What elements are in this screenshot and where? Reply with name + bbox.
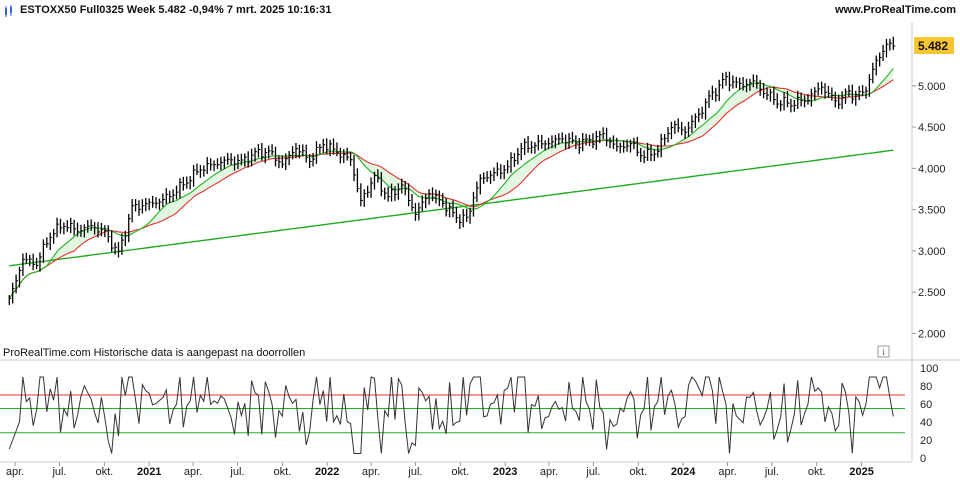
last-price-label: 5.482 — [918, 39, 948, 53]
time-tick-label: 2022 — [315, 466, 339, 478]
time-tick-label: okt. — [95, 466, 113, 478]
rsi-tick-label: 40 — [920, 417, 932, 429]
time-tick-label: 2024 — [671, 466, 696, 478]
info-icon[interactable]: i — [877, 345, 890, 358]
ma-green-line — [8, 68, 894, 299]
time-tick-label: 2025 — [849, 466, 873, 478]
price-tick-label: 3.000 — [918, 246, 946, 258]
time-tick-label: apr. — [362, 466, 380, 478]
rsi-line — [8, 376, 894, 454]
ma-red-line — [8, 79, 894, 299]
time-tick-label: apr. — [540, 466, 558, 478]
rsi-tick-label: 100 — [920, 363, 938, 375]
time-tick-label: jul. — [764, 466, 779, 478]
time-tick-label: okt. — [273, 466, 291, 478]
time-tick-label: jul. — [585, 466, 600, 478]
rsi-tick-label: 20 — [920, 435, 932, 447]
time-tick-label: jul. — [407, 466, 422, 478]
site-link[interactable]: www.ProRealTime.com — [834, 4, 956, 16]
time-tick-label: 2023 — [493, 466, 517, 478]
svg-text:i: i — [882, 347, 885, 357]
price-panel — [8, 36, 896, 306]
time-axis: apr. jul. okt. 2021 apr. jul. okt. 2022 apr. jul.… — [6, 462, 874, 478]
ma-band-fill — [9, 68, 894, 299]
time-tick-label: 2021 — [137, 466, 161, 478]
rsi-tick-label: 60 — [920, 399, 932, 411]
price-tick-label: 2.000 — [918, 328, 946, 340]
price-tick-label: 4.500 — [918, 122, 946, 134]
price-tick-label: 4.000 — [918, 163, 946, 175]
rsi-panel — [0, 376, 905, 454]
rsi-tick-label: 0 — [920, 453, 926, 465]
time-tick-label: jul. — [229, 466, 244, 478]
time-tick-label: okt. — [808, 466, 826, 478]
last-price-tag: 5.482 — [914, 36, 954, 54]
ma-long-line — [9, 149, 894, 267]
chart-header: ESTOXX50 Full0325 Week 5.482 -0,94% 7 mr… — [0, 0, 960, 22]
candlestick-logo-icon — [5, 5, 12, 17]
price-tick-label: 5.000 — [918, 81, 946, 93]
time-tick-label: apr. — [718, 466, 736, 478]
time-tick-label: apr. — [6, 466, 24, 478]
time-tick-label: okt. — [451, 466, 469, 478]
data-note: ProRealTime.com Historische data is aang… — [3, 347, 305, 359]
time-tick-label: apr. — [184, 466, 202, 478]
time-tick-label: okt. — [629, 466, 647, 478]
chart-title: ESTOXX50 Full0325 Week 5.482 -0,94% 7 mr… — [20, 4, 332, 16]
time-tick-label: jul. — [51, 466, 66, 478]
price-tick-label: 2.500 — [918, 287, 946, 299]
price-tick-label: 3.500 — [918, 205, 946, 217]
rsi-tick-label: 80 — [920, 381, 932, 393]
price-axis: 5.000 4.500 4.000 3.500 3.000 2.500 2.000 100 80… — [912, 81, 946, 465]
